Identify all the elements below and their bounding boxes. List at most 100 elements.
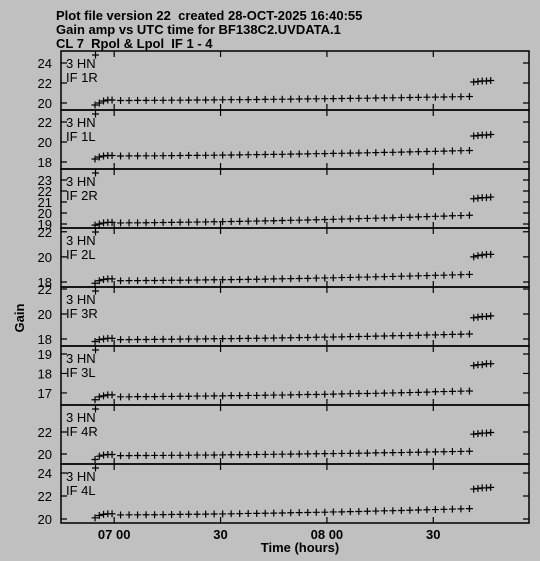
point	[312, 216, 320, 224]
point	[380, 214, 388, 222]
point	[100, 335, 108, 343]
point	[470, 314, 478, 322]
point	[304, 216, 312, 224]
point	[142, 336, 150, 343]
point	[168, 218, 176, 226]
point	[363, 449, 371, 457]
point	[372, 149, 380, 157]
point	[355, 273, 363, 281]
point	[372, 389, 380, 397]
panel-frame	[60, 227, 530, 288]
point	[380, 332, 388, 340]
point	[380, 389, 388, 397]
x-tick-label: 08 00	[311, 527, 344, 542]
point	[253, 391, 261, 399]
point	[270, 334, 278, 342]
point	[168, 451, 176, 459]
point	[236, 217, 244, 225]
point	[389, 214, 397, 222]
point	[125, 152, 133, 160]
point	[304, 450, 312, 458]
point	[312, 390, 320, 398]
point	[168, 335, 176, 343]
point	[304, 390, 312, 398]
point	[457, 505, 465, 513]
point	[295, 150, 303, 158]
point	[95, 220, 103, 228]
point	[457, 93, 465, 101]
point	[193, 451, 201, 459]
y-tick-label: 20	[38, 206, 52, 221]
point	[338, 215, 346, 223]
point	[346, 449, 354, 457]
point	[151, 393, 159, 401]
point	[134, 152, 142, 160]
point	[431, 448, 439, 456]
point	[227, 276, 235, 284]
point	[295, 274, 303, 282]
point	[151, 276, 159, 284]
point	[312, 274, 320, 282]
point	[185, 392, 193, 400]
point	[185, 335, 193, 343]
point	[108, 275, 116, 283]
point	[321, 95, 329, 103]
point	[448, 330, 456, 338]
point	[236, 510, 244, 518]
point	[125, 336, 133, 344]
point	[151, 152, 159, 160]
y-tick-label: 20	[38, 250, 52, 265]
source-marker	[92, 287, 99, 295]
point	[363, 149, 371, 157]
point	[219, 392, 227, 400]
point	[487, 131, 495, 138]
point	[176, 335, 184, 343]
point	[346, 94, 354, 102]
point	[414, 331, 422, 339]
point	[287, 509, 295, 517]
point	[487, 429, 495, 437]
point	[108, 391, 116, 399]
point	[278, 391, 286, 399]
point	[457, 330, 465, 338]
point	[295, 450, 303, 458]
point	[100, 392, 108, 400]
point	[236, 451, 244, 459]
point	[321, 508, 329, 516]
point	[478, 251, 486, 259]
point	[261, 151, 269, 158]
point	[100, 275, 108, 283]
point	[278, 450, 286, 458]
panel-source: 3 HN	[66, 410, 96, 425]
point	[210, 218, 218, 226]
panel-name: IF 2R	[66, 188, 98, 203]
point	[219, 96, 227, 104]
point	[431, 331, 439, 339]
point	[134, 96, 142, 104]
point	[117, 511, 125, 519]
point	[95, 452, 103, 460]
panel-name: IF 1L	[66, 129, 96, 144]
point	[312, 508, 320, 516]
point	[168, 510, 176, 518]
point	[168, 96, 176, 104]
point	[159, 335, 167, 343]
source-marker	[92, 464, 99, 472]
point	[457, 447, 465, 455]
y-tick-label: 20	[38, 447, 52, 462]
point	[312, 95, 320, 103]
point	[142, 219, 150, 227]
panel-frame	[60, 168, 530, 229]
point	[219, 218, 227, 226]
point	[261, 275, 269, 283]
point	[202, 151, 210, 159]
point	[236, 392, 244, 400]
y-tick-label: 24	[38, 56, 52, 71]
point	[108, 510, 116, 518]
point	[142, 511, 150, 519]
point	[176, 96, 184, 104]
point	[355, 215, 363, 223]
x-tick-label: 30	[213, 527, 227, 542]
point	[261, 450, 269, 458]
source-marker	[92, 346, 99, 354]
